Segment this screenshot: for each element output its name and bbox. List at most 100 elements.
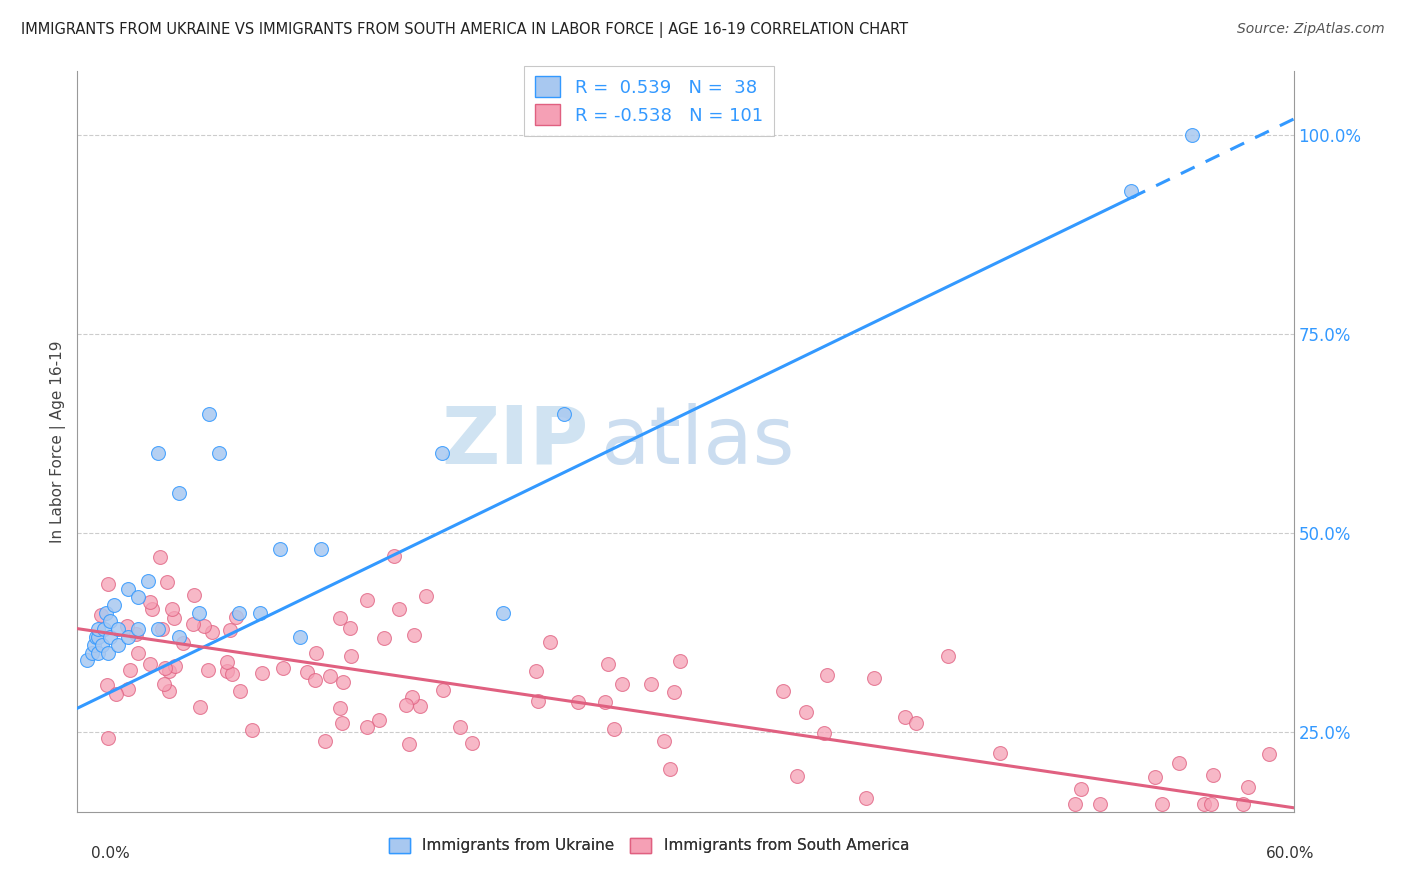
Point	[1121, 184, 1143, 198]
Point	[330, 715, 353, 730]
Point	[290, 630, 312, 644]
Point	[201, 624, 224, 639]
Point	[117, 582, 139, 596]
Point	[90, 608, 112, 623]
Point	[332, 674, 354, 689]
Point	[659, 762, 682, 776]
Point	[538, 634, 561, 648]
Point	[127, 646, 149, 660]
Point	[1070, 781, 1092, 796]
Point	[153, 677, 176, 691]
Point	[794, 705, 817, 719]
Point	[183, 588, 205, 602]
Point	[229, 684, 252, 698]
Point	[329, 701, 352, 715]
Text: ZIP: ZIP	[441, 402, 588, 481]
Point	[813, 725, 835, 739]
Point	[155, 661, 177, 675]
Point	[157, 683, 180, 698]
Point	[1088, 797, 1111, 811]
Point	[228, 606, 250, 620]
Point	[1063, 797, 1085, 811]
Point	[356, 720, 378, 734]
Point	[905, 715, 928, 730]
Point	[409, 698, 432, 713]
Point	[221, 667, 243, 681]
Point	[367, 713, 389, 727]
Text: Source: ZipAtlas.com: Source: ZipAtlas.com	[1237, 22, 1385, 37]
Point	[97, 731, 120, 745]
Point	[127, 622, 149, 636]
Point	[127, 590, 149, 604]
Point	[527, 693, 550, 707]
Point	[273, 661, 295, 675]
Point	[304, 673, 326, 687]
Point	[97, 646, 120, 660]
Point	[120, 664, 142, 678]
Point	[398, 737, 420, 751]
Point	[97, 577, 120, 591]
Point	[250, 666, 273, 681]
Point	[524, 664, 547, 678]
Point	[1257, 747, 1279, 762]
Point	[394, 698, 416, 712]
Point	[356, 593, 378, 607]
Point	[772, 684, 794, 698]
Point	[654, 733, 676, 747]
Point	[148, 622, 170, 636]
Point	[188, 606, 211, 620]
Point	[1144, 770, 1167, 784]
Point	[1237, 780, 1260, 795]
Point	[172, 635, 194, 649]
Point	[855, 790, 877, 805]
Point	[318, 669, 340, 683]
Point	[198, 407, 221, 421]
Point	[664, 685, 686, 699]
Point	[83, 638, 105, 652]
Point	[610, 677, 633, 691]
Point	[404, 628, 426, 642]
Point	[815, 667, 838, 681]
Point	[90, 638, 112, 652]
Point	[430, 446, 453, 460]
Point	[117, 630, 139, 644]
Point	[593, 695, 616, 709]
Point	[167, 486, 190, 500]
Point	[215, 655, 238, 669]
Point	[167, 630, 190, 644]
Point	[893, 710, 915, 724]
Point	[329, 611, 352, 625]
Point	[80, 646, 103, 660]
Point	[567, 695, 589, 709]
Point	[449, 720, 471, 734]
Point	[107, 622, 129, 636]
Point	[936, 648, 959, 663]
Legend: Immigrants from Ukraine, Immigrants from South America: Immigrants from Ukraine, Immigrants from…	[382, 831, 915, 860]
Point	[1167, 756, 1189, 770]
Point	[136, 574, 159, 588]
Point	[115, 619, 138, 633]
Point	[96, 677, 118, 691]
Point	[242, 723, 264, 737]
Point	[93, 622, 115, 636]
Text: 0.0%: 0.0%	[91, 847, 131, 861]
Point	[305, 646, 328, 660]
Point	[103, 598, 125, 612]
Point	[1181, 128, 1204, 142]
Point	[603, 722, 626, 736]
Point	[149, 549, 172, 564]
Text: 60.0%: 60.0%	[1267, 847, 1315, 861]
Point	[76, 653, 98, 667]
Point	[295, 665, 318, 679]
Point	[125, 627, 148, 641]
Point	[382, 549, 405, 564]
Point	[339, 621, 361, 635]
Point	[156, 575, 179, 590]
Point	[596, 657, 619, 671]
Point	[215, 664, 238, 678]
Point	[225, 610, 247, 624]
Point	[157, 665, 180, 679]
Point	[86, 646, 108, 660]
Point	[401, 690, 423, 704]
Point	[138, 657, 160, 671]
